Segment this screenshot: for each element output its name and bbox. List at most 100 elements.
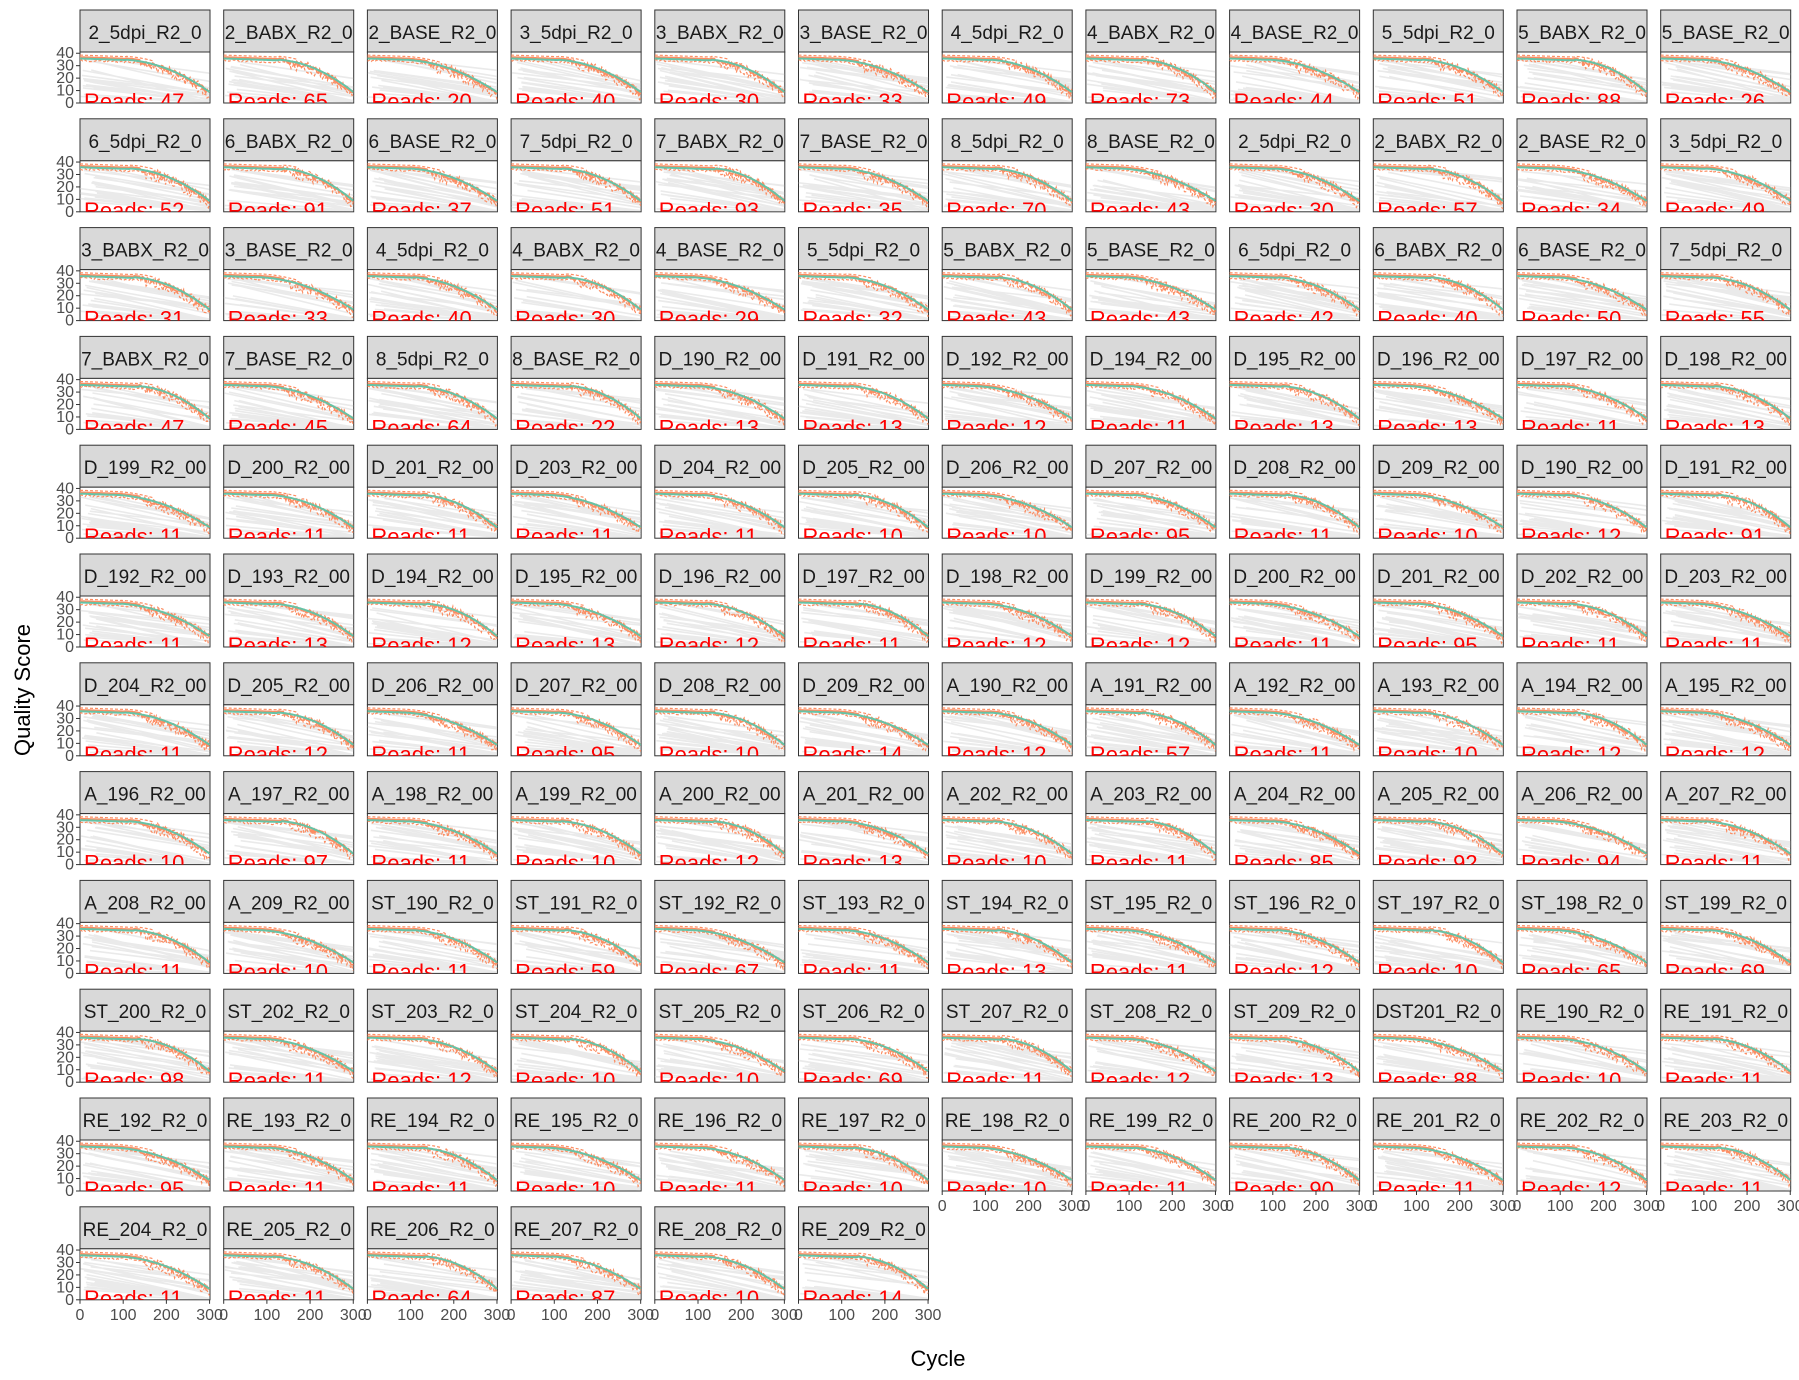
x-tick-label: 300 [915, 1307, 942, 1324]
facet-strip-label: D_195_R2_00 [515, 567, 638, 588]
x-tick-label: 200 [440, 1307, 467, 1324]
y-tick-label: 20 [56, 288, 74, 305]
median-line [1229, 165, 1360, 204]
facet-strip-label: A_199_R2_00 [515, 785, 637, 806]
reads-label: Reads: 11 [84, 959, 183, 984]
facet-strip-label: 2_BABX_R2_0 [225, 23, 353, 44]
quality-heatmap [1374, 816, 1504, 865]
quartile-line [798, 707, 929, 748]
facet-strip-label: RE_204_R2_0 [83, 1220, 208, 1241]
facet-panel: A_191_R2_00 Reads: 57 [1085, 662, 1217, 757]
facet-panel: 8_BASE_R2_0 Reads: 43 [1085, 118, 1217, 213]
quality-heatmap [223, 60, 354, 103]
quartile-line [654, 816, 785, 855]
y-tick-label: 40 [56, 263, 74, 280]
facet-strip [366, 662, 498, 706]
reads-label: Reads: 13 [946, 959, 1046, 984]
facet-strip [798, 553, 929, 597]
quartile-line [1373, 380, 1504, 420]
facet-strip [1229, 879, 1361, 923]
facet-strip-label: D_206_R2_00 [371, 676, 494, 697]
facet-strip [79, 553, 211, 597]
quality-heatmap [1518, 272, 1647, 321]
y-tick-label: 10 [56, 735, 74, 752]
quartile-line [1085, 816, 1216, 854]
facet-panel: D_192_R2_00 Reads: 12 [941, 335, 1073, 430]
quality-heatmap [654, 1150, 785, 1191]
x-tick-label: 200 [297, 1307, 324, 1324]
reads-label: Reads: 11 [515, 524, 614, 549]
facet-strip [798, 227, 929, 271]
quality-heatmap [798, 491, 929, 538]
facet-strip [510, 9, 642, 53]
quality-heatmap [367, 599, 498, 647]
facet-strip-label: RE_190_R2_0 [1520, 1002, 1645, 1023]
facet-strip-label: 3_BABX_R2_0 [656, 23, 784, 44]
median-line [367, 926, 498, 966]
facet-strip [1660, 988, 1792, 1032]
mean-line [1085, 927, 1216, 964]
quality-heatmap [511, 167, 641, 212]
facet-panel: ST_192_R2_0 Reads: 67 [654, 879, 786, 974]
facet-strip-label: 6_5dpi_R2_0 [88, 132, 201, 153]
reads-label: Reads: 11 [1234, 524, 1333, 549]
quality-heatmap [367, 1254, 498, 1300]
quality-heatmap [654, 1035, 785, 1082]
facet-strip-label: RE_209_R2_0 [801, 1220, 926, 1241]
reads-label: Reads: 11 [803, 959, 902, 984]
quality-heatmap [367, 1039, 498, 1082]
mean-line [1660, 819, 1791, 855]
reads-label: Reads: 40 [1377, 307, 1477, 332]
facet-panel: 2_BASE_R2_0 Reads: 20 [366, 9, 498, 114]
quartile-line [798, 816, 929, 855]
quality-heatmap [1517, 1144, 1647, 1191]
quartile-line [654, 163, 785, 202]
facet-panel: RE_202_R2_0 Reads: 120 100 200 300 [1513, 1097, 1660, 1215]
y-tick-label: 10 [56, 844, 74, 861]
facet-strip-label: 2_5dpi_R2_0 [88, 23, 201, 44]
mean-line [1660, 1145, 1791, 1181]
reads-label: Reads: 11 [371, 959, 470, 984]
reads-label: Reads: 11 [1665, 633, 1764, 658]
median-line [223, 600, 354, 639]
facet-panel: 2_BASE_R2_0 Reads: 34 [1516, 118, 1648, 213]
quality-heatmap [511, 819, 641, 865]
facet-strip-label: ST_207_R2_0 [946, 1002, 1069, 1023]
facet-panel: RE_195_R2_0 Reads: 10 [510, 1097, 642, 1192]
reads-label: Reads: 44 [1234, 89, 1334, 114]
quartile-line [80, 54, 210, 94]
facet-panel: 6_BABX_R2_0 Reads: 40 [1372, 227, 1504, 332]
facet-panel: D_206_R2_00 Reads: 10 [941, 444, 1073, 539]
facet-strip-label: D_208_R2_00 [1233, 458, 1356, 479]
facet-strip-label: ST_198_R2_0 [1521, 893, 1644, 914]
mean-line [798, 601, 929, 637]
mean-line [80, 275, 210, 311]
facet-panel: 2_BABX_R2_0 Reads: 65 [223, 9, 355, 104]
reads-label: Reads: 10 [1377, 524, 1477, 549]
mean-line [1517, 57, 1647, 93]
facet-strip-label: A_198_R2_00 [372, 785, 494, 806]
x-tick-label: 100 [1547, 1198, 1574, 1215]
reads-label: Reads: 11 [84, 1286, 183, 1311]
median-line [942, 600, 1073, 640]
facet-panel: D_201_R2_00 Reads: 11 [366, 444, 498, 539]
reads-label: Reads: 11 [1090, 1177, 1189, 1202]
reads-label: Reads: 69 [1665, 959, 1765, 984]
x-tick-label: 0 [794, 1307, 803, 1324]
quality-heatmap [223, 275, 354, 321]
facet-strip [941, 1097, 1073, 1141]
facet-panel: A_193_R2_00 Reads: 10 [1372, 662, 1504, 757]
reads-label: Reads: 20 [371, 89, 471, 114]
y-tick-label: 30 [56, 928, 74, 945]
facet-strip-label: 5_5dpi_R2_0 [1382, 23, 1495, 44]
facet-panel: 3_BASE_R2_0 Reads: 33 [223, 227, 355, 322]
mean-line [942, 1145, 1073, 1181]
facet-strip-label: ST_206_R2_0 [802, 1002, 925, 1023]
reads-label: Reads: 10 [1521, 1068, 1621, 1093]
mean-line [1660, 492, 1791, 529]
quartile-line [223, 1251, 354, 1289]
facet-strip [1229, 1097, 1361, 1141]
reads-label: Reads: 98 [84, 1068, 184, 1093]
facet-strip-label: D_197_R2_00 [1521, 349, 1644, 370]
reads-label: Reads: 49 [946, 89, 1046, 114]
